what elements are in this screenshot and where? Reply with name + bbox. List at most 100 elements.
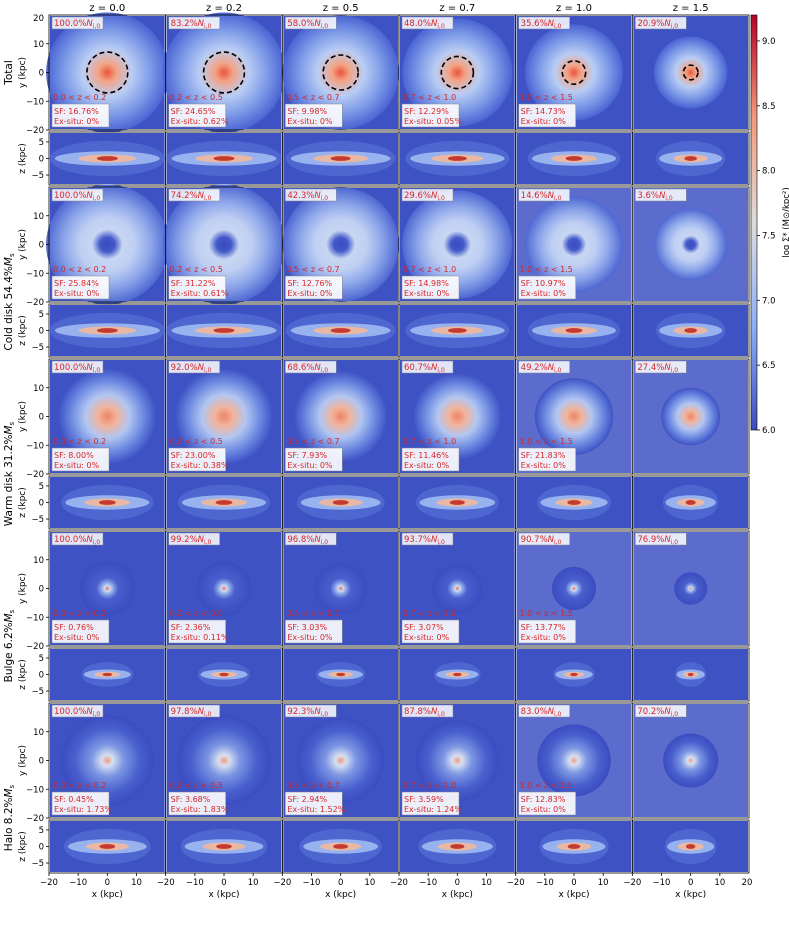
- exsitu-label: Ex-situ: 0%: [521, 805, 567, 814]
- face-on-panel: 76.9%Ni,0: [631, 530, 750, 647]
- column-title: z = 0.7: [439, 3, 475, 14]
- svg-text:100.0%Ni,0: 100.0%Ni,0: [54, 363, 100, 374]
- svg-text:35.6%Ni,0: 35.6%Ni,0: [521, 19, 562, 30]
- sf-label: SF: 25.84%: [54, 279, 99, 288]
- density-blob: [175, 368, 273, 465]
- redshift-range-label: 0.0 < z < 0.2: [53, 781, 106, 790]
- x-tick-label: 10: [364, 878, 375, 888]
- z-tick-label: 5: [39, 310, 44, 320]
- y-axis-label: y (kpc): [18, 745, 28, 776]
- edge-on-panel: [631, 131, 750, 186]
- column-title: z = 0.0: [89, 3, 125, 14]
- exsitu-label: Ex-situ: 1.73%: [54, 805, 112, 814]
- density-blob: [551, 566, 597, 611]
- sf-exsitu-box: SF: 12.29%Ex-situ: 0.05%: [401, 103, 462, 128]
- edge-on-panel: [515, 303, 633, 358]
- radius-circle: [682, 64, 699, 81]
- fraction-label: 93.7%Ni,0: [401, 532, 454, 546]
- colorbar-tick-label: 6.5: [762, 361, 776, 371]
- exsitu-label: Ex-situ: 0%: [54, 117, 100, 126]
- face-on-panel: 35.6%Ni,01.0 < z < 1.5SF: 14.73%Ex-situ:…: [515, 14, 633, 131]
- edge-on-panel: [165, 475, 283, 530]
- density-blob: [663, 733, 719, 788]
- density-blob: [282, 187, 399, 302]
- sf-exsitu-box: SF: 25.84%Ex-situ: 0%: [51, 275, 110, 300]
- density-blob: [674, 572, 708, 605]
- exsitu-label: Ex-situ: 0.38%: [171, 461, 229, 470]
- density-blob: [162, 12, 286, 133]
- fraction-label: 100.0%Ni,0: [51, 704, 104, 718]
- radius-circle: [322, 54, 359, 91]
- face-on-panel: 83.2%Ni,00.2 < z < 0.5SF: 24.65%Ex-situ:…: [162, 12, 286, 133]
- face-on-panel: 90.7%Ni,01.0 < z < 1.5SF: 13.77%Ex-situ:…: [515, 530, 633, 647]
- x-tick-label: 0: [455, 878, 460, 888]
- y-tick-label: −20: [26, 642, 44, 652]
- sf-exsitu-box: SF: 8.00%Ex-situ: 0%: [51, 447, 110, 472]
- y-tick-label: 0: [39, 757, 44, 767]
- exsitu-label: Ex-situ: 0%: [54, 461, 100, 470]
- sf-label: SF: 7.93%: [287, 451, 327, 460]
- x-axis-label: x (kpc): [442, 890, 473, 900]
- z-axis-label: z (kpc): [18, 315, 28, 345]
- y-axis-label: y (kpc): [18, 57, 28, 88]
- svg-text:74.2%Ni,0: 74.2%Ni,0: [171, 191, 212, 202]
- exsitu-label: Ex-situ: 0.05%: [404, 117, 462, 126]
- x-tick-label: 10: [714, 878, 725, 888]
- density-blob: [653, 36, 728, 109]
- svg-text:20.9%Ni,0: 20.9%Ni,0: [637, 19, 678, 30]
- svg-text:70.2%Ni,0: 70.2%Ni,0: [637, 707, 678, 718]
- panel-frame: [631, 530, 750, 647]
- exsitu-label: Ex-situ: 0%: [54, 289, 100, 298]
- exsitu-label: Ex-situ: 0%: [521, 289, 567, 298]
- redshift-range-label: 1.0 < z < 1.5: [520, 265, 573, 274]
- z-tick-label: 5: [39, 826, 44, 836]
- svg-text:14.6%Ni,0: 14.6%Ni,0: [521, 191, 562, 202]
- redshift-range-label: 0.0 < z < 0.2: [53, 609, 106, 618]
- panel-frame: [631, 186, 750, 303]
- x-tick-label: 10: [248, 878, 259, 888]
- density-blob: [61, 715, 154, 806]
- column-title: z = 0.5: [323, 3, 359, 14]
- y-tick-label: −20: [26, 814, 44, 824]
- sf-label: SF: 2.36%: [171, 623, 211, 632]
- row-group-label: Total: [3, 60, 15, 86]
- face-on-panel: 93.7%Ni,00.7 < z < 1.0SF: 3.07%Ex-situ: …: [398, 530, 517, 647]
- radius-circle: [440, 55, 475, 90]
- y-tick-label: −10: [26, 441, 44, 451]
- z-tick-label: 0: [39, 327, 44, 337]
- fraction-label: 100.0%Ni,0: [51, 360, 104, 374]
- face-on-panel: 70.2%Ni,0: [631, 702, 750, 819]
- exsitu-label: Ex-situ: 0%: [54, 633, 100, 642]
- sf-exsitu-box: SF: 24.65%Ex-situ: 0.62%: [168, 103, 229, 128]
- edge-on-panel: −20 −10 0 10 x (kpc): [273, 819, 400, 900]
- edge-on-panel: [165, 647, 283, 702]
- row-group-label: Cold disk 54.4%Ms: [3, 253, 16, 351]
- exsitu-label: Ex-situ: 0%: [521, 117, 567, 126]
- sf-label: SF: 0.76%: [54, 623, 94, 632]
- face-on-panel: 20.9%Ni,0: [631, 14, 750, 131]
- redshift-range-label: 0.2 < z < 0.5: [170, 265, 223, 274]
- x-tick-label: −10: [186, 878, 204, 888]
- svg-text:68.6%Ni,0: 68.6%Ni,0: [287, 363, 328, 374]
- x-tick-label: −20: [273, 878, 291, 888]
- x-axis-label: x (kpc): [675, 890, 706, 900]
- redshift-range-label: 1.0 < z < 1.5: [520, 437, 573, 446]
- y-tick-label: −10: [26, 785, 44, 795]
- x-tick-label: 0: [338, 878, 343, 888]
- face-on-panel: 100.0%Ni,00.0 < z < 0.2SF: 16.76%Ex-situ…: [18, 12, 169, 136]
- column-title: z = 1.5: [673, 3, 709, 14]
- svg-text:100.0%Ni,0: 100.0%Ni,0: [54, 191, 100, 202]
- sf-label: SF: 8.00%: [54, 451, 94, 460]
- y-tick-label: 10: [33, 556, 44, 566]
- sf-label: SF: 23.00%: [171, 451, 216, 460]
- edge-on-panel: [398, 131, 517, 186]
- colorbar-label: log Σ* (M⊙/kpc²): [782, 187, 789, 257]
- exsitu-label: Ex-situ: 0%: [287, 633, 333, 642]
- exsitu-label: Ex-situ: 0%: [287, 461, 333, 470]
- y-tick-label: −10: [26, 613, 44, 623]
- edge-on-panel: [515, 475, 633, 530]
- exsitu-label: Ex-situ: 0%: [287, 117, 333, 126]
- face-on-panel: 29.6%Ni,00.7 < z < 1.0SF: 14.98%Ex-situ:…: [398, 186, 517, 303]
- density-blob: [58, 368, 157, 465]
- fraction-label: 3.6%Ni,0: [635, 188, 687, 202]
